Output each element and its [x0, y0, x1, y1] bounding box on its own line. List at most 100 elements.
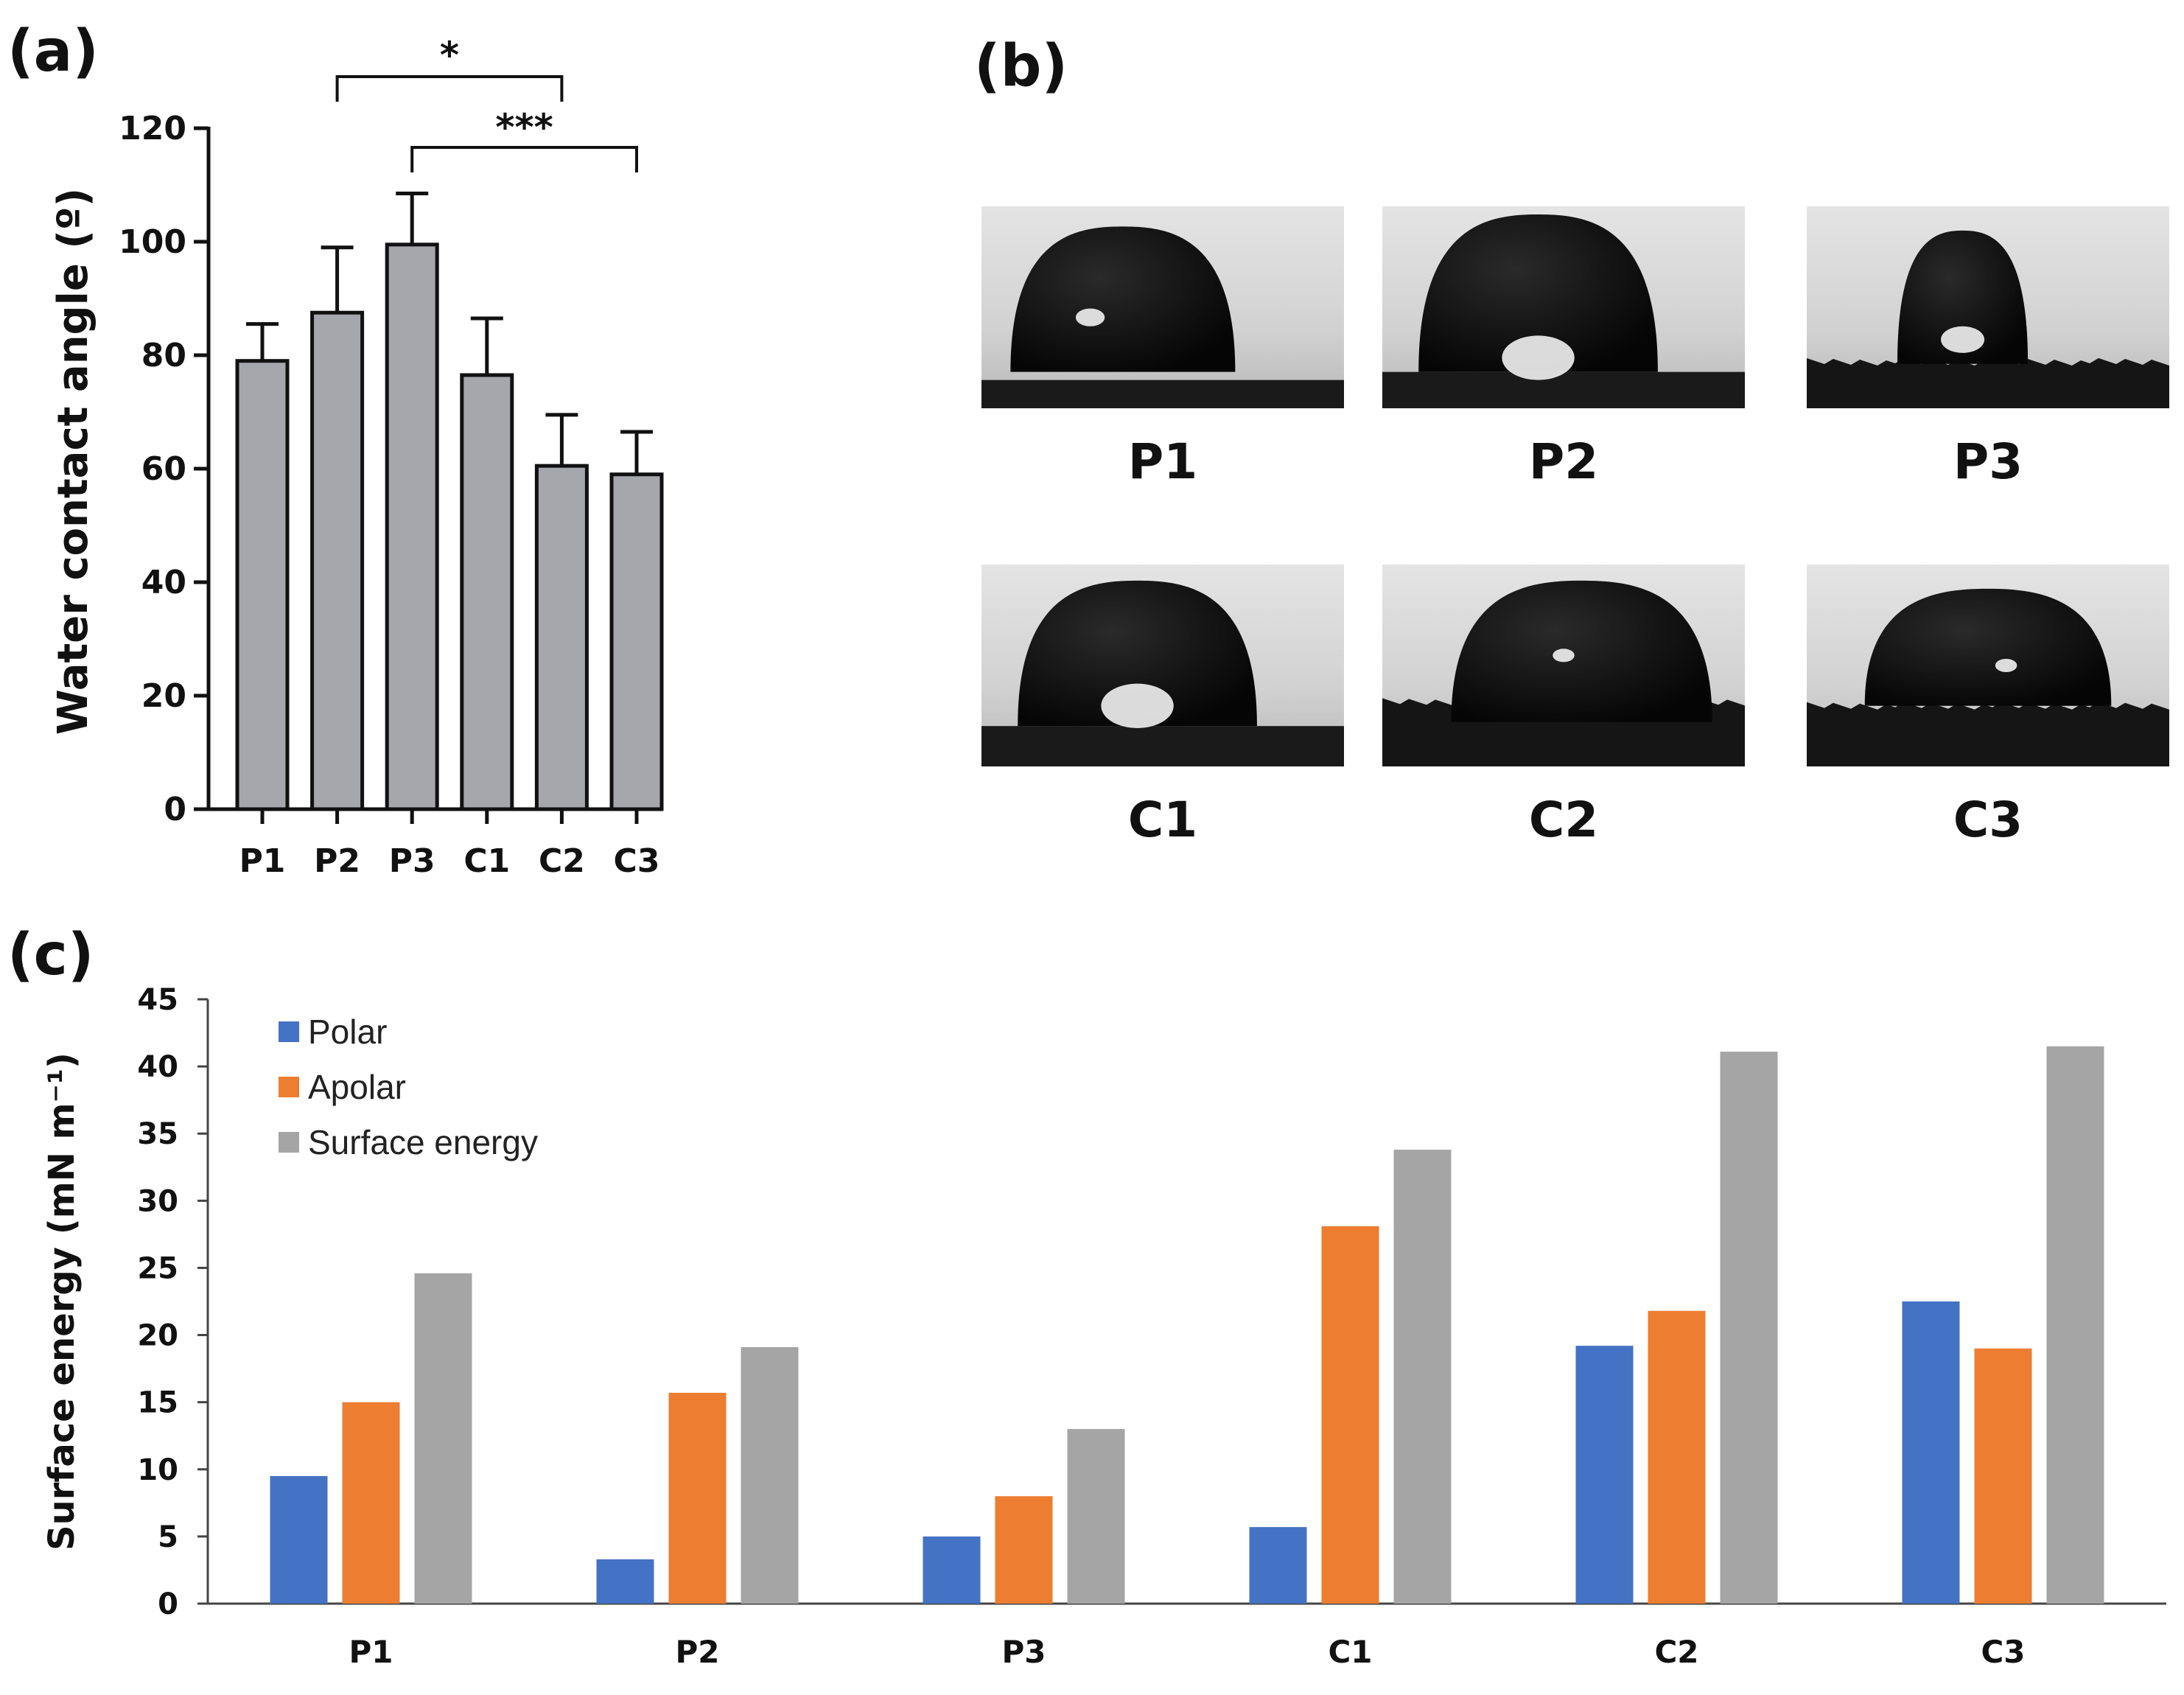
x-tick-label: P2	[314, 842, 360, 880]
y-axis-title: Water contact angle (º)	[49, 188, 97, 735]
bar-apolar	[342, 1402, 400, 1604]
bar-polar	[270, 1475, 328, 1604]
x-tick-label: C1	[463, 842, 510, 880]
x-tick-label: C3	[1981, 1634, 2025, 1670]
y-tick-label: 60	[141, 450, 186, 488]
x-tick-label: P2	[675, 1634, 719, 1670]
significance-bracket	[410, 146, 638, 172]
chart-a: 0 20 40 60 80 100 120 Water contact angle (º) P1…	[49, 34, 664, 880]
water-droplet	[1418, 214, 1658, 372]
water-droplet	[1010, 226, 1236, 372]
substrate-surface	[981, 726, 1344, 766]
droplet-image	[1807, 206, 2169, 408]
legend-swatch	[279, 1077, 299, 1097]
bar-surface-energy	[741, 1346, 799, 1604]
bar-polar	[1575, 1346, 1634, 1604]
droplet-image	[981, 565, 1344, 766]
legend-label: Polar	[308, 1013, 387, 1051]
bar	[235, 359, 290, 811]
y-tick-label: 80	[141, 337, 186, 374]
bar-apolar	[1974, 1348, 2032, 1604]
panel-label-a: (a)	[7, 18, 99, 85]
bar-apolar	[1321, 1226, 1379, 1604]
legend-swatch	[279, 1021, 299, 1042]
significance-label: ***	[495, 106, 553, 149]
x-tick-label: P1	[239, 842, 286, 880]
x-tick-label: C2	[539, 842, 585, 880]
droplet-label: P2	[1529, 433, 1598, 490]
bar	[609, 472, 664, 811]
y-tick-label: 25	[137, 1251, 178, 1285]
droplet-highlight	[1101, 683, 1174, 728]
legend: Polar Apolar Surface energy	[279, 1013, 538, 1161]
y-tick-label: 0	[158, 1587, 178, 1621]
legend-label: Apolar	[308, 1068, 406, 1106]
water-droplet	[1897, 230, 2029, 364]
bar-polar	[923, 1536, 981, 1604]
droplet-image	[1382, 565, 1745, 766]
droplet-highlight	[1995, 658, 2017, 673]
droplet-label: C1	[1128, 791, 1197, 848]
bar-polar	[1249, 1527, 1307, 1604]
x-tick-label: P3	[389, 842, 435, 880]
bar-polar	[596, 1559, 654, 1604]
bar-surface-energy	[1393, 1150, 1452, 1604]
droplet-highlight	[1075, 308, 1105, 326]
x-tick-label: C1	[1328, 1634, 1372, 1670]
droplet-image-grid: P1 P2 P3 C1 C2 C3	[981, 206, 2169, 848]
droplet-label: P1	[1128, 433, 1197, 490]
legend-label: Surface energy	[308, 1123, 538, 1161]
bar-surface-energy	[2046, 1046, 2104, 1604]
y-tick-label: 30	[137, 1184, 178, 1218]
bar-apolar	[668, 1392, 727, 1604]
y-axis-title: Surface energy (mN m⁻¹)	[41, 1052, 83, 1551]
panel-label-b: (b)	[974, 33, 1068, 99]
bar-surface-energy	[1720, 1052, 1778, 1604]
bar-apolar	[1648, 1310, 1706, 1604]
legend-swatch	[279, 1132, 299, 1153]
substrate-surface	[1382, 371, 1745, 408]
droplet-highlight	[1553, 649, 1575, 663]
bar	[385, 242, 439, 811]
x-tick-label: C2	[1654, 1634, 1698, 1670]
bar	[534, 464, 589, 811]
y-tick-label: 15	[137, 1386, 178, 1420]
y-tick-label: 100	[119, 223, 186, 261]
droplet-label: C3	[1953, 791, 2023, 848]
droplet-label: P3	[1953, 433, 2023, 490]
chart-c: 0 5 10 15 20 25 30 35 40 45 Surface energy (mN m⁻¹…	[41, 983, 2166, 1670]
y-tick-label: 45	[137, 983, 178, 1017]
x-tick-label: P3	[1001, 1634, 1046, 1670]
droplet-highlight	[1502, 335, 1575, 380]
significance-bracket	[335, 75, 564, 102]
droplet-image	[981, 206, 1344, 408]
x-tick-label: C3	[614, 842, 660, 880]
water-droplet	[1018, 580, 1257, 727]
water-droplet	[1864, 588, 2112, 706]
y-tick-label: 40	[137, 1050, 178, 1084]
panel-label-c: (c)	[7, 922, 94, 988]
bar-polar	[1902, 1301, 1960, 1604]
y-tick-label: 10	[137, 1453, 178, 1487]
water-droplet	[1451, 580, 1712, 722]
significance-label: *	[440, 34, 459, 77]
x-tick-label: P1	[349, 1634, 393, 1670]
droplet-image	[1382, 206, 1745, 408]
y-tick-label: 20	[137, 1319, 178, 1353]
droplet-highlight	[1941, 326, 1985, 353]
bar	[310, 310, 365, 811]
y-tick-label: 0	[164, 791, 186, 828]
y-tick-label: 40	[141, 564, 186, 601]
y-tick-label: 120	[119, 110, 186, 147]
droplet-label: C2	[1529, 791, 1598, 848]
substrate-surface	[1807, 702, 2169, 766]
bar-apolar	[995, 1496, 1053, 1604]
y-tick-label: 5	[158, 1520, 178, 1554]
bar-surface-energy	[1067, 1429, 1125, 1604]
y-tick-label: 20	[141, 677, 186, 715]
substrate-surface	[981, 380, 1344, 408]
droplet-image	[1807, 565, 2169, 766]
bar-surface-energy	[414, 1273, 472, 1604]
substrate-surface	[1807, 357, 2169, 408]
